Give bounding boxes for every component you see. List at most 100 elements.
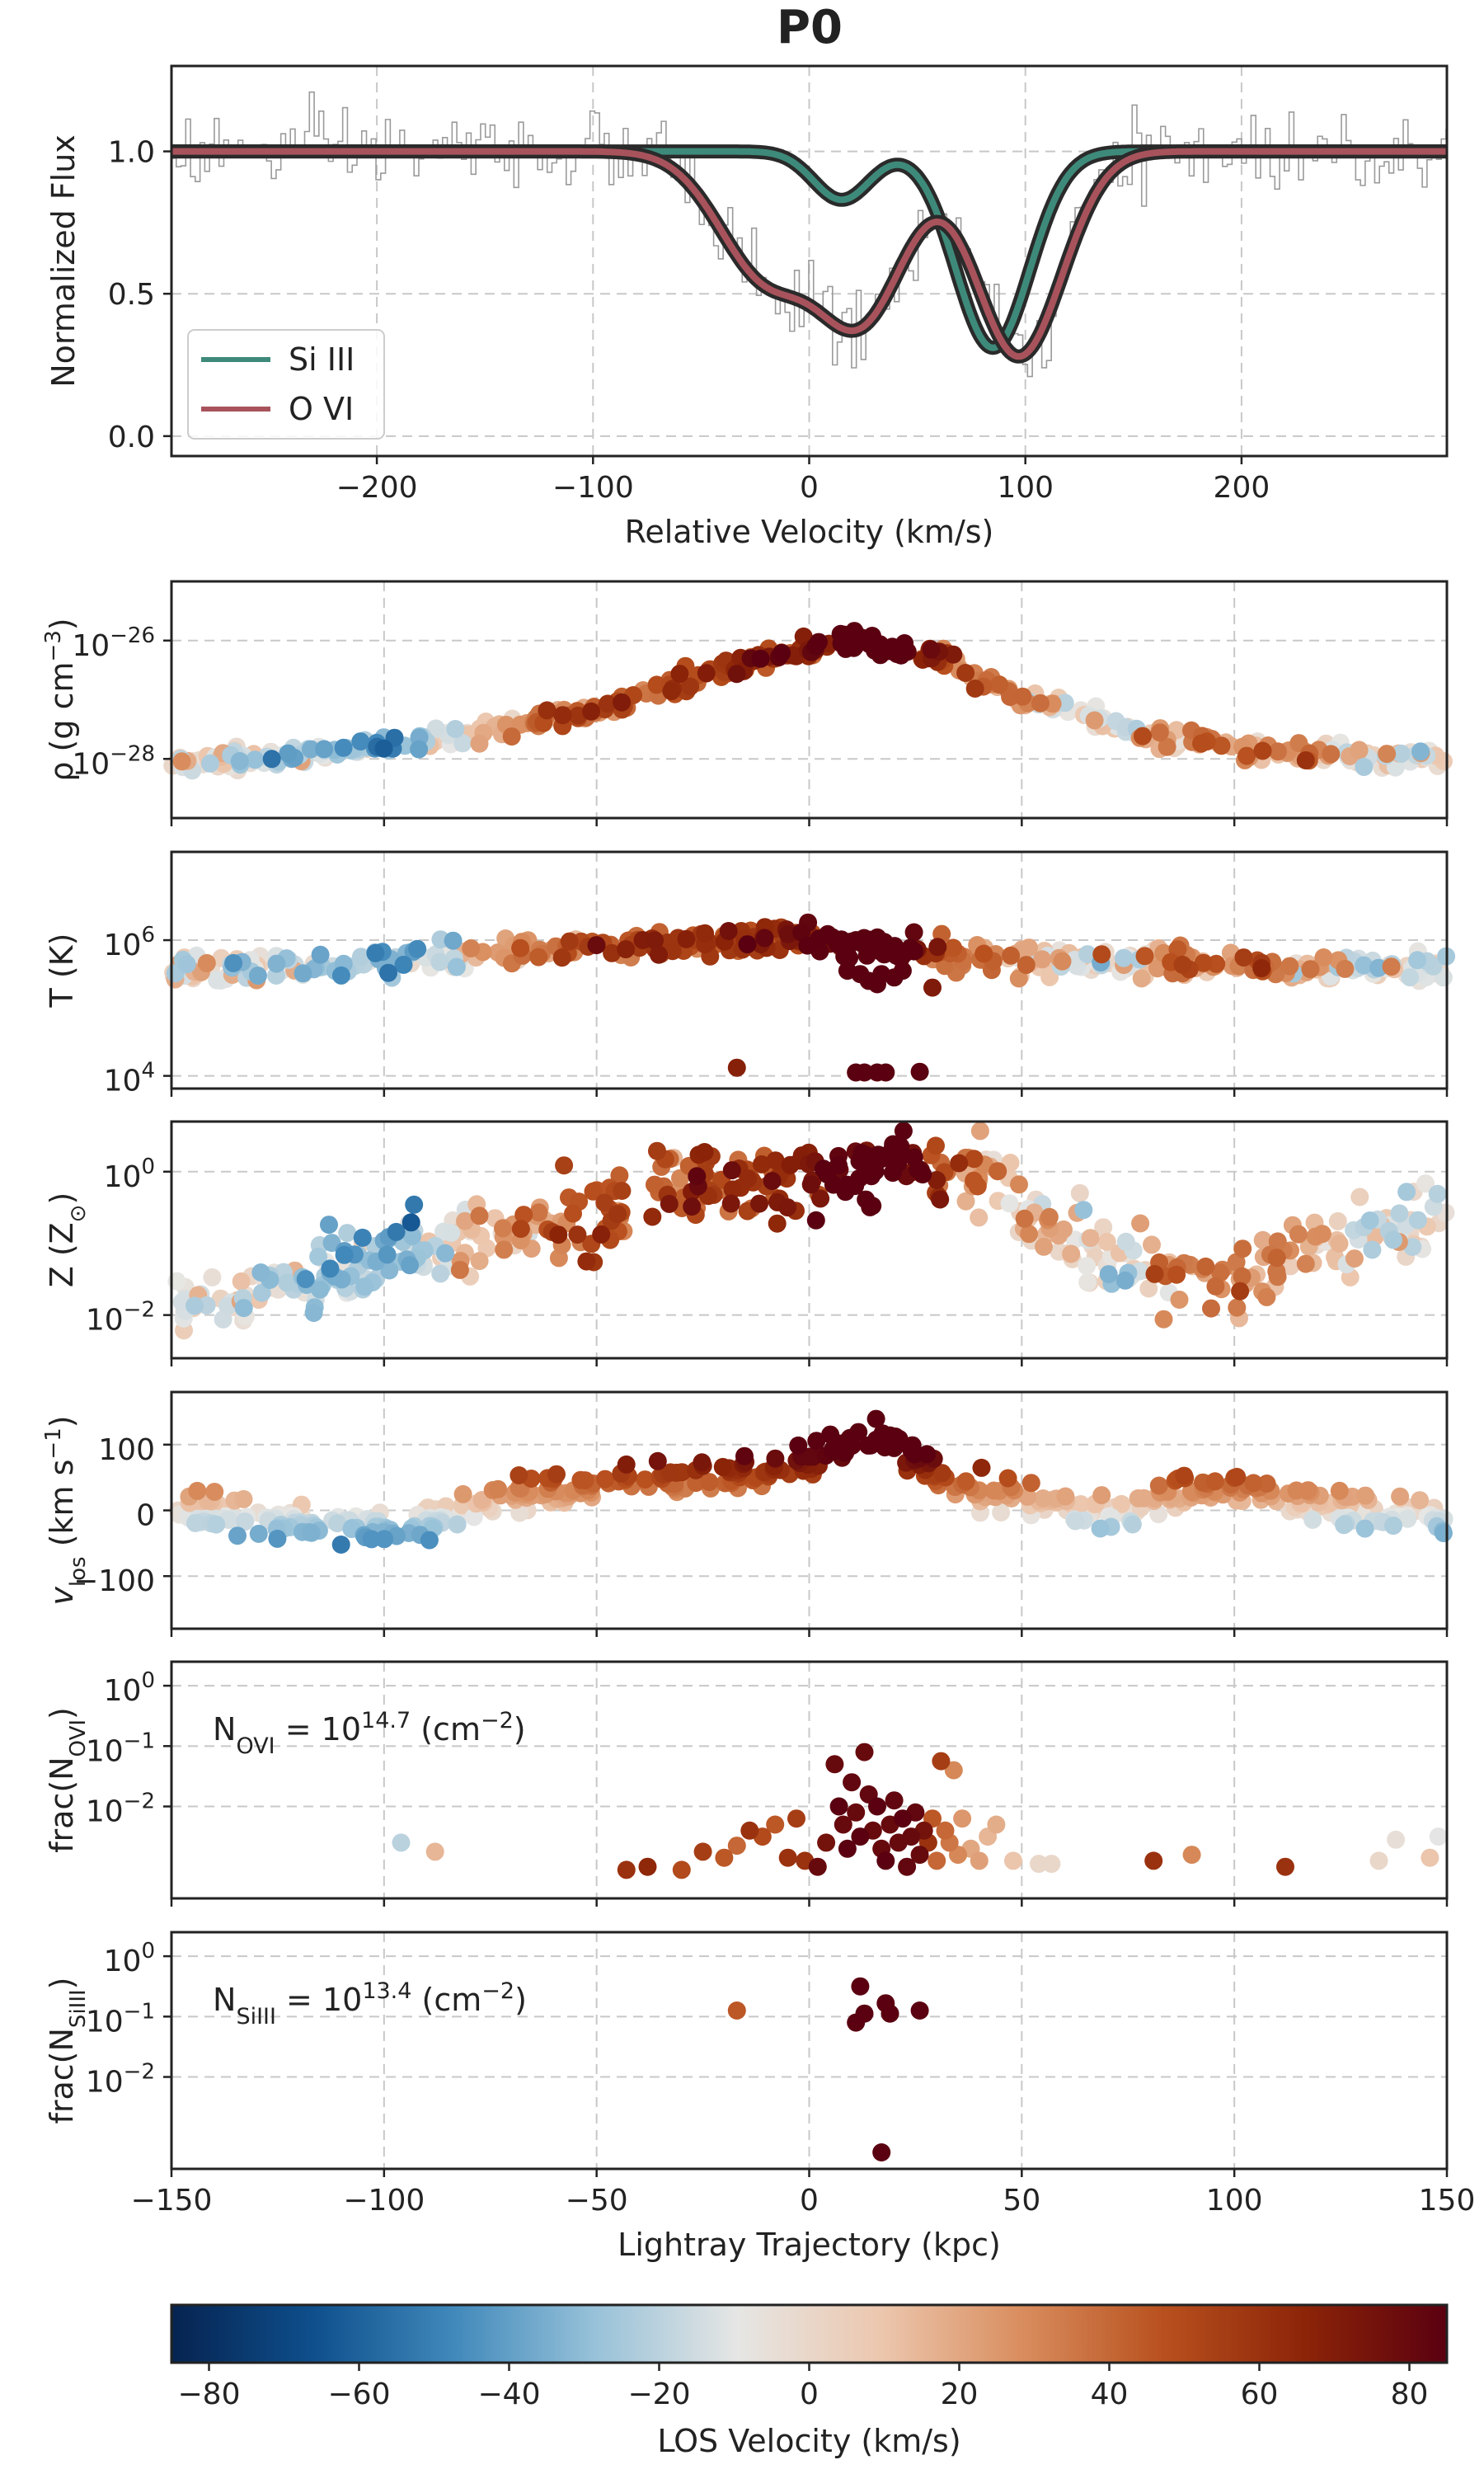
data-point (1000, 1194, 1019, 1213)
y-tick-label: 100 (98, 1433, 155, 1467)
data-point (766, 1815, 785, 1834)
data-point (727, 1058, 746, 1077)
data-point (970, 1122, 989, 1141)
data-point (719, 922, 738, 940)
legend: Si III O VI (187, 329, 385, 440)
data-point (442, 1224, 461, 1242)
data-point (868, 1797, 886, 1816)
data-point (885, 1791, 904, 1810)
colorbar-tick-label: −60 (328, 2378, 391, 2411)
data-point (549, 1225, 568, 1244)
data-point (1094, 1218, 1113, 1237)
spectrum-x-label: Relative Velocity (km/s) (625, 514, 994, 550)
data-point (296, 1270, 315, 1289)
data-point (944, 1761, 963, 1780)
data-point (1013, 687, 1032, 706)
data-point (617, 940, 636, 959)
data-point (835, 947, 854, 966)
data-point (965, 1150, 984, 1169)
data-point (944, 938, 963, 957)
data-point (200, 754, 219, 773)
data-point (1313, 1225, 1331, 1244)
data-point (608, 1205, 627, 1224)
data-point (781, 1155, 800, 1174)
data-point (810, 633, 828, 651)
data-point (835, 625, 853, 644)
data-point (1131, 1214, 1150, 1233)
data-point (1078, 1272, 1097, 1291)
data-point (751, 649, 770, 668)
data-point (248, 967, 267, 985)
data-point (1139, 1279, 1158, 1298)
data-point (470, 1252, 489, 1271)
data-point (1196, 1257, 1215, 1276)
column-density-frac_ovi: NOVI = 1014.7 (cm−2) (213, 1708, 526, 1759)
data-point (246, 750, 265, 769)
data-point (1002, 946, 1021, 965)
data-point (660, 1194, 679, 1213)
panel-frac_siiii: 10−2 10−1 100 −150 −100 −50 0 50 100 150 frac(NSiI… (44, 1931, 1476, 2263)
x-tick-label: 100 (997, 471, 1054, 505)
data-point (1227, 1253, 1246, 1272)
data-point (887, 946, 906, 965)
data-point (817, 1833, 836, 1852)
data-point (1330, 1235, 1349, 1253)
panel-density: 10−28 10−26ρ (g cm−3) (41, 580, 1453, 826)
data-point (1428, 1184, 1447, 1203)
data-point (1416, 1174, 1435, 1193)
y-tick-label: −100 (73, 1564, 155, 1598)
data-point (1257, 1475, 1276, 1493)
data-point (1276, 1857, 1294, 1876)
data-point (610, 1166, 629, 1185)
data-point (1031, 694, 1050, 713)
data-point (252, 1283, 271, 1302)
data-point (1158, 737, 1176, 756)
data-point (249, 1524, 268, 1543)
data-point (205, 1483, 224, 1501)
data-point (1401, 968, 1420, 987)
data-point (956, 1192, 975, 1211)
data-point (902, 1827, 921, 1846)
x-tick-label: 150 (1419, 2184, 1476, 2218)
data-point (410, 740, 429, 759)
data-point (1434, 1524, 1453, 1543)
data-point (723, 1180, 742, 1199)
data-point (494, 1219, 512, 1238)
data-point (857, 1190, 876, 1209)
data-point (1212, 736, 1231, 755)
data-point (700, 1473, 719, 1492)
data-point (1062, 1244, 1081, 1263)
data-point (727, 665, 746, 684)
data-point (850, 631, 869, 650)
colorbar-tick-label: −80 (178, 2378, 241, 2411)
y-tick-label: 10−2 (86, 1298, 155, 1338)
data-point (936, 1821, 955, 1840)
data-point (431, 1264, 450, 1283)
data-point (1408, 1211, 1427, 1230)
data-point (1078, 945, 1097, 964)
data-point (847, 1803, 866, 1822)
data-point (672, 1860, 691, 1879)
data-point (1336, 959, 1355, 978)
data-point (1345, 1249, 1364, 1268)
data-point (1330, 1481, 1349, 1500)
data-point (328, 1514, 347, 1533)
data-point (234, 1489, 253, 1508)
data-point (1328, 1211, 1347, 1230)
data-point (489, 1479, 508, 1498)
data-point (302, 1523, 321, 1542)
data-point (956, 1472, 975, 1491)
data-point (987, 1815, 1006, 1834)
data-point (405, 1195, 424, 1214)
data-point (944, 645, 963, 664)
data-point (1253, 1230, 1272, 1249)
data-point (950, 1154, 969, 1173)
data-point (647, 675, 666, 694)
data-point (553, 706, 572, 725)
y-tick-label: 10−1 (86, 1729, 155, 1768)
data-point (1233, 1239, 1252, 1258)
data-point (1020, 1225, 1039, 1244)
data-point (294, 964, 312, 983)
data-point (1034, 1489, 1053, 1507)
data-point (752, 1155, 771, 1174)
